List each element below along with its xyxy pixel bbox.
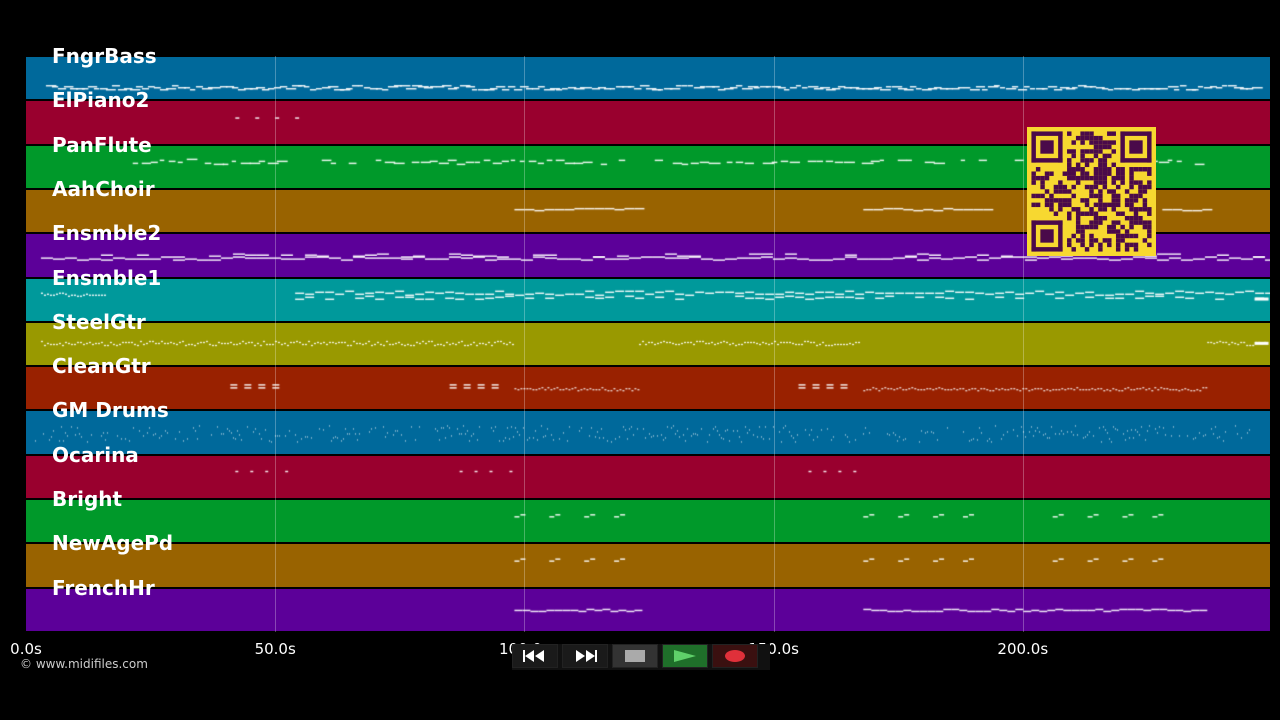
track-lane	[26, 322, 1270, 366]
rewind-icon	[523, 650, 544, 662]
rewind-button[interactable]	[512, 644, 558, 668]
track-lane	[26, 367, 1270, 410]
track-name: GM Drums	[52, 398, 169, 423]
transport-controls	[512, 644, 770, 670]
time-tick-label: 50.0s	[254, 640, 296, 658]
track-name: AahChoir	[52, 176, 155, 201]
fast-forward-button[interactable]	[562, 644, 608, 668]
play-button[interactable]	[662, 644, 708, 668]
track-name: CleanGtr	[52, 354, 151, 379]
track-name: FrenchHr	[52, 575, 155, 600]
track-name: Ensmble2	[52, 221, 162, 246]
track-name: PanFlute	[52, 132, 152, 157]
time-gridline	[275, 56, 277, 632]
time-tick-label: 0.0s	[10, 640, 42, 658]
track-lane	[26, 411, 1270, 454]
time-tick-label: 200.0s	[997, 640, 1049, 658]
stop-icon	[625, 650, 645, 662]
time-gridline	[1022, 56, 1024, 632]
track-name: ElPiano2	[52, 88, 150, 113]
track-name: Ensmble1	[52, 265, 162, 290]
track-lane	[26, 455, 1270, 499]
track-lane	[26, 588, 1270, 631]
track-lane	[26, 57, 1270, 100]
track-name: NewAgePd	[52, 531, 174, 556]
qr-code	[1027, 127, 1156, 256]
track-name: SteelGtr	[52, 309, 146, 334]
qr-code-icon	[1031, 131, 1152, 252]
track-lane	[26, 544, 1270, 587]
track-name: Ocarina	[52, 442, 139, 467]
play-icon	[674, 650, 696, 662]
stop-button[interactable]	[612, 644, 658, 668]
record-icon	[725, 650, 745, 662]
fast-forward-icon	[576, 650, 597, 662]
record-button[interactable]	[712, 644, 758, 668]
track-name: FngrBass	[52, 44, 157, 68]
track-lane	[26, 278, 1270, 321]
track-name: Bright	[52, 487, 123, 512]
time-gridline	[524, 56, 526, 632]
time-gridline	[773, 56, 775, 632]
copyright-text: © www.midifiles.com	[20, 657, 148, 671]
track-lane	[26, 500, 1270, 543]
